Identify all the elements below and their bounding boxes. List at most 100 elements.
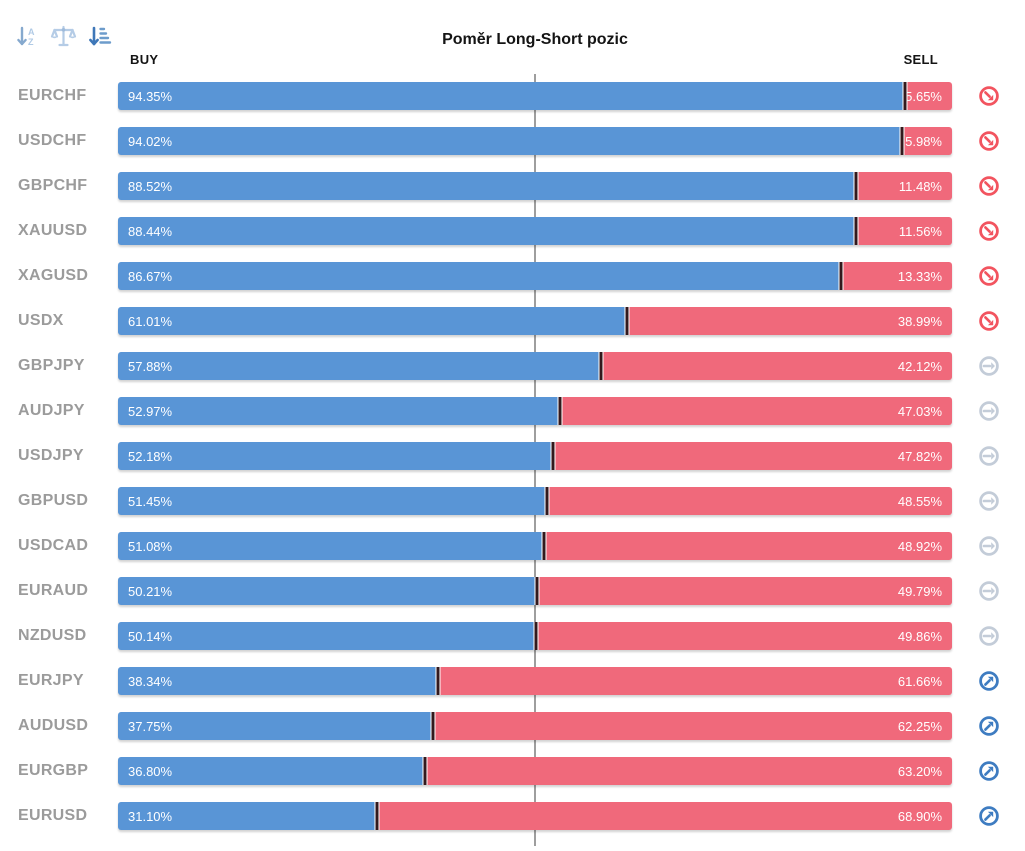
ratio-bar: 36.80% 63.20% xyxy=(118,757,952,785)
sort-amount-icon[interactable] xyxy=(86,23,113,50)
sell-bar-segment: 38.99% xyxy=(626,307,952,335)
buy-percent-label: 88.52% xyxy=(128,178,173,194)
buy-bar-segment: 50.21% xyxy=(118,577,537,605)
trend-up-icon[interactable] xyxy=(978,667,1000,695)
trend-up-icon[interactable] xyxy=(978,712,1000,740)
pair-row: NZDUSD 50.14% 49.86% xyxy=(0,622,1025,667)
pair-row: XAGUSD 86.67% 13.33% xyxy=(0,262,1025,307)
trend-down-icon[interactable] xyxy=(978,307,1000,335)
chart-title: Poměr Long-Short pozic xyxy=(442,31,628,48)
sell-percent-label: 49.86% xyxy=(897,628,942,644)
sell-bar-segment: 68.90% xyxy=(377,802,952,830)
trend-down-icon[interactable] xyxy=(978,217,1000,245)
pair-row: AUDUSD 37.75% 62.25% xyxy=(0,712,1025,757)
trend-flat-icon[interactable] xyxy=(978,442,1000,470)
sell-percent-label: 38.99% xyxy=(897,313,942,329)
sell-percent-label: 49.79% xyxy=(897,583,942,599)
bar-junction-marker xyxy=(430,712,436,740)
pair-label: USDX xyxy=(18,312,64,329)
bar-junction-marker xyxy=(541,532,547,560)
sell-percent-label: 47.82% xyxy=(897,448,942,464)
buy-bar-segment: 88.52% xyxy=(118,172,857,200)
bar-junction-marker xyxy=(899,127,905,155)
balance-scale-icon[interactable] xyxy=(50,23,77,50)
trend-down-icon[interactable] xyxy=(978,127,1000,155)
pair-label: GBPUSD xyxy=(18,492,89,509)
ratio-bar: 86.67% 13.33% xyxy=(118,262,952,290)
pair-row: EURGBP 36.80% 63.20% xyxy=(0,757,1025,802)
svg-text:Z: Z xyxy=(28,37,34,47)
trend-flat-icon[interactable] xyxy=(978,352,1000,380)
trend-flat-icon[interactable] xyxy=(978,622,1000,650)
buy-percent-label: 51.08% xyxy=(128,538,173,554)
buy-percent-label: 57.88% xyxy=(128,358,173,374)
buy-percent-label: 36.80% xyxy=(128,763,173,779)
bar-junction-marker xyxy=(838,262,844,290)
sell-bar-segment: 47.03% xyxy=(559,397,952,425)
buy-bar-segment: 51.45% xyxy=(118,487,548,515)
column-headers: BUY SELL xyxy=(118,52,952,67)
bar-junction-marker xyxy=(422,757,428,785)
sell-bar-segment: 48.92% xyxy=(544,532,952,560)
trend-down-icon[interactable] xyxy=(978,172,1000,200)
buy-percent-label: 51.45% xyxy=(128,493,173,509)
pair-label: EURCHF xyxy=(18,87,87,104)
trend-up-icon[interactable] xyxy=(978,802,1000,830)
sell-bar-segment: 11.48% xyxy=(856,172,952,200)
ratio-bar: 37.75% 62.25% xyxy=(118,712,952,740)
pair-row: USDCHF 94.02% 5.98% xyxy=(0,127,1025,172)
trend-down-icon[interactable] xyxy=(978,262,1000,290)
bar-junction-marker xyxy=(598,352,604,380)
pair-row: XAUUSD 88.44% 11.56% xyxy=(0,217,1025,262)
sort-toolbar: A Z xyxy=(14,23,113,50)
sell-bar-segment: 42.12% xyxy=(600,352,952,380)
svg-text:A: A xyxy=(28,27,35,37)
ratio-bar: 88.52% 11.48% xyxy=(118,172,952,200)
trend-flat-icon[interactable] xyxy=(978,532,1000,560)
buy-bar-segment: 57.88% xyxy=(118,352,601,380)
buy-bar-segment: 94.02% xyxy=(118,127,903,155)
bar-junction-marker xyxy=(544,487,550,515)
trend-down-icon[interactable] xyxy=(978,82,1000,110)
bar-junction-marker xyxy=(550,442,556,470)
sell-percent-label: 5.65% xyxy=(905,88,942,104)
pair-row: EURCHF 94.35% 5.65% xyxy=(0,82,1025,127)
ratio-bar: 51.08% 48.92% xyxy=(118,532,952,560)
trend-up-icon[interactable] xyxy=(978,757,1000,785)
pair-label: EURGBP xyxy=(18,762,89,779)
ratio-bar: 88.44% 11.56% xyxy=(118,217,952,245)
ratio-bar: 52.18% 47.82% xyxy=(118,442,952,470)
ratio-bar: 50.14% 49.86% xyxy=(118,622,952,650)
pair-row: USDCAD 51.08% 48.92% xyxy=(0,532,1025,577)
pair-row: AUDJPY 52.97% 47.03% xyxy=(0,397,1025,442)
buy-bar-segment: 52.97% xyxy=(118,397,560,425)
buy-bar-segment: 38.34% xyxy=(118,667,438,695)
trend-flat-icon[interactable] xyxy=(978,487,1000,515)
buy-percent-label: 86.67% xyxy=(128,268,173,284)
ratio-bar: 57.88% 42.12% xyxy=(118,352,952,380)
sell-bar-segment: 5.98% xyxy=(902,127,952,155)
buy-percent-label: 94.35% xyxy=(128,88,173,104)
buy-percent-label: 38.34% xyxy=(128,673,173,689)
sell-bar-segment: 61.66% xyxy=(437,667,952,695)
ratio-bar: 52.97% 47.03% xyxy=(118,397,952,425)
pair-label: EURJPY xyxy=(18,672,84,689)
buy-bar-segment: 52.18% xyxy=(118,442,554,470)
sort-alphabetical-icon[interactable]: A Z xyxy=(14,23,41,50)
pair-row: GBPJPY 57.88% 42.12% xyxy=(0,352,1025,397)
rows: EURCHF 94.35% 5.65% USDCHF 94.02% 5.98% GBPC… xyxy=(0,82,1025,847)
sell-column-header: SELL xyxy=(903,52,938,67)
pair-label: USDCHF xyxy=(18,132,87,149)
ratio-bar: 51.45% 48.55% xyxy=(118,487,952,515)
bar-junction-marker xyxy=(624,307,630,335)
trend-flat-icon[interactable] xyxy=(978,397,1000,425)
sell-percent-label: 47.03% xyxy=(897,403,942,419)
trend-flat-icon[interactable] xyxy=(978,577,1000,605)
bar-junction-marker xyxy=(902,82,908,110)
pair-row: EURAUD 50.21% 49.79% xyxy=(0,577,1025,622)
pair-label: GBPJPY xyxy=(18,357,85,374)
sell-bar-segment: 48.55% xyxy=(547,487,952,515)
buy-bar-segment: 36.80% xyxy=(118,757,425,785)
bar-junction-marker xyxy=(534,577,540,605)
buy-bar-segment: 37.75% xyxy=(118,712,433,740)
